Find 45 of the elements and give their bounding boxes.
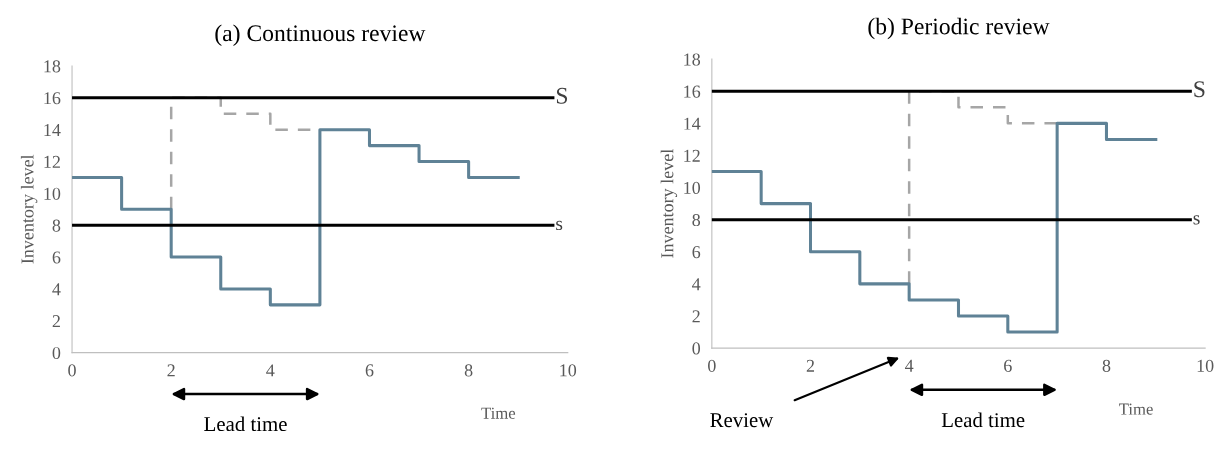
y-tick-label: 4 <box>52 283 61 296</box>
y-tick-label: 16 <box>44 92 61 105</box>
x-tick-label: 0 <box>68 364 76 377</box>
x-tick-label: 2 <box>806 359 815 372</box>
x-axis-title: Time <box>481 407 516 419</box>
y-axis-title: Inventory level <box>20 154 38 264</box>
x-tick-label: 8 <box>1102 359 1111 372</box>
y-tick-label: 8 <box>692 213 701 227</box>
x-tick-label: 6 <box>365 364 374 377</box>
ref-line-label: s <box>1193 215 1200 225</box>
x-tick-label: 6 <box>1004 359 1012 372</box>
x-tick-label: 8 <box>464 364 473 377</box>
chart-title: (a) Continuous review <box>215 24 426 46</box>
ref-line-label: S <box>556 87 568 104</box>
ref-line-label: S <box>1194 81 1205 98</box>
y-tick-label: 14 <box>684 117 701 130</box>
y-tick-label: 12 <box>44 155 60 168</box>
y-tick-label: 4 <box>692 278 701 291</box>
x-tick-label: 4 <box>905 359 914 372</box>
x-axis-title: Time <box>1119 403 1153 415</box>
y-tick-label: 16 <box>684 85 701 98</box>
x-tick-label: 2 <box>167 364 175 377</box>
y-tick-label: 10 <box>684 181 701 194</box>
y-axis-title: Inventory level <box>660 149 678 258</box>
ref-line-label: s <box>556 220 563 231</box>
x-tick-label: 0 <box>708 359 716 372</box>
y-tick-label: 10 <box>44 187 61 200</box>
x-tick-label: 10 <box>560 364 577 377</box>
y-tick-label: 2 <box>692 310 700 323</box>
x-tick-label: 4 <box>266 364 275 377</box>
y-tick-label: 6 <box>692 246 701 259</box>
text: Review <box>710 413 774 428</box>
y-tick-label: 18 <box>44 60 61 73</box>
chart-title: (b) Periodic review <box>868 17 1050 40</box>
y-tick-label: 18 <box>684 53 701 66</box>
y-tick-label: 12 <box>684 149 700 162</box>
y-tick-label: 0 <box>52 346 61 360</box>
y-tick-label: 6 <box>52 251 61 264</box>
x-tick-label: 10 <box>1197 359 1214 372</box>
y-tick-label: 2 <box>52 315 60 328</box>
text: Lead time <box>941 412 1025 428</box>
y-tick-label: 14 <box>44 124 61 136</box>
y-tick-label: 8 <box>52 219 61 232</box>
text: Lead time <box>204 416 287 432</box>
y-tick-label: 0 <box>692 342 701 355</box>
